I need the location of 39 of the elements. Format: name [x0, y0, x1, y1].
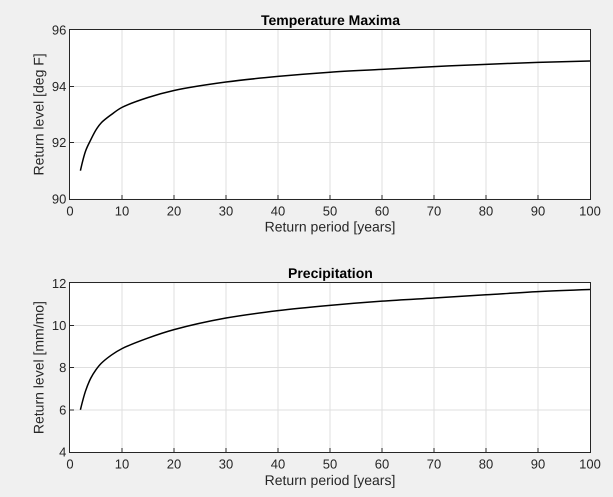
- x-tick-label: 80: [478, 203, 494, 218]
- x-axis-title: Return period [years]: [264, 472, 396, 488]
- x-tick-label: 90: [530, 456, 546, 472]
- x-tick-label: 70: [426, 456, 442, 472]
- x-tick-label: 50: [322, 203, 338, 218]
- y-tick-label: 8: [59, 360, 66, 376]
- x-tick-label: 100: [579, 456, 601, 472]
- y-tick-label: 6: [59, 402, 66, 418]
- y-tick-label: 90: [52, 191, 66, 206]
- x-tick-label: 50: [322, 456, 338, 472]
- line-series: [80, 288, 590, 411]
- chart-title: Temperature Maxima: [261, 12, 400, 28]
- x-tick-label: 60: [374, 203, 390, 218]
- chart-title: Precipitation: [288, 265, 373, 281]
- y-axis-title: Return level [deg F]: [30, 53, 47, 176]
- y-tick-label: 92: [52, 135, 66, 150]
- y-tick-label: 12: [52, 276, 66, 291]
- x-tick-label: 70: [426, 203, 442, 218]
- y-tick-label: 10: [52, 318, 66, 333]
- x-axis-title: Return period [years]: [264, 218, 396, 235]
- x-tick-label: 10: [114, 456, 130, 472]
- x-tick-label: 20: [166, 203, 182, 218]
- y-tick-label: 94: [52, 78, 66, 94]
- x-tick-label: 100: [579, 203, 601, 218]
- x-tick-label: 0: [66, 203, 74, 218]
- x-tick-label: 20: [166, 456, 182, 472]
- x-tick-label: 60: [374, 456, 390, 472]
- x-tick-label: 90: [530, 203, 546, 218]
- x-tick-label: 30: [218, 203, 234, 218]
- x-tick-label: 0: [66, 456, 74, 472]
- y-tick-label: 4: [59, 444, 66, 460]
- line-series: [80, 60, 590, 172]
- x-tick-label: 80: [478, 456, 494, 472]
- x-tick-label: 10: [114, 203, 130, 218]
- x-tick-label: 30: [218, 456, 234, 472]
- x-tick-label: 40: [270, 203, 286, 218]
- x-tick-label: 40: [270, 456, 286, 472]
- y-tick-label: 96: [52, 22, 66, 38]
- y-axis-title: Return level [mm/mo]: [30, 301, 47, 434]
